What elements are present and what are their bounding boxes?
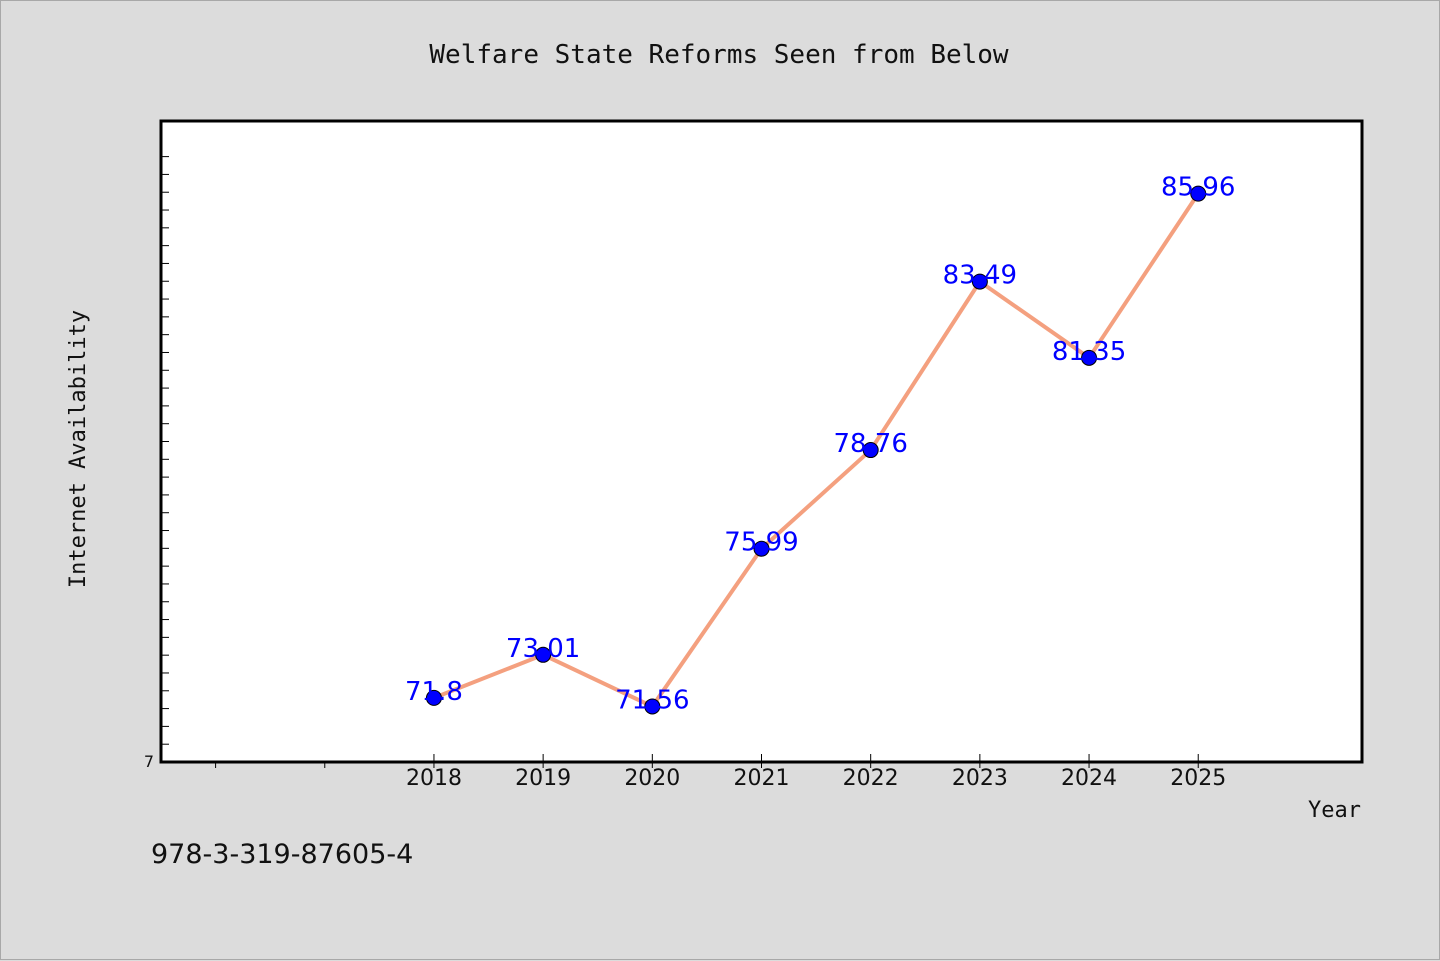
x-tick-label: 2020	[624, 766, 680, 791]
data-label: 78.76	[833, 429, 907, 459]
data-point	[1190, 185, 1207, 202]
x-tick-label: 2019	[515, 766, 571, 791]
x-tick-label: 2025	[1170, 766, 1226, 791]
data-label: 75.99	[724, 528, 798, 558]
data-point	[425, 689, 442, 706]
chart-title: Welfare State Reforms Seen from Below	[429, 40, 1009, 70]
x-tick-label: 2024	[1061, 766, 1117, 791]
data-point	[753, 540, 770, 557]
data-point	[862, 442, 879, 459]
data-label: 85.96	[1161, 173, 1235, 203]
y-axis-title: Internet Availability	[66, 310, 91, 588]
x-tick-label: 2021	[734, 766, 790, 791]
data-label: 73.01	[506, 634, 580, 664]
y-axis-ticks: 7	[144, 156, 169, 771]
y-tick-label: 7	[144, 752, 154, 771]
data-point	[1081, 349, 1098, 366]
data-label: 71.8	[405, 677, 463, 707]
footer-isbn: 978-3-319-87605-4	[151, 839, 413, 870]
data-label: 81.35	[1052, 337, 1126, 367]
x-axis-ticks: 2018 2019 2020 2021 2022 2023 2024 2025	[215, 754, 1226, 791]
series-line	[433, 192, 1200, 709]
x-tick-label: 2023	[952, 766, 1008, 791]
data-point	[971, 273, 988, 290]
data-point	[535, 646, 552, 663]
data-point	[644, 698, 661, 715]
x-tick-label: 2022	[843, 766, 899, 791]
x-tick-label: 2018	[406, 766, 462, 791]
data-label: 71.56	[615, 685, 689, 715]
series-group: 71.8 73.01 71.56 75.99 78.76 83.49 81.35 85.96	[405, 173, 1235, 716]
x-axis-title: Year	[1308, 798, 1361, 823]
data-label: 83.49	[943, 261, 1017, 291]
plot-area	[159, 119, 1364, 764]
